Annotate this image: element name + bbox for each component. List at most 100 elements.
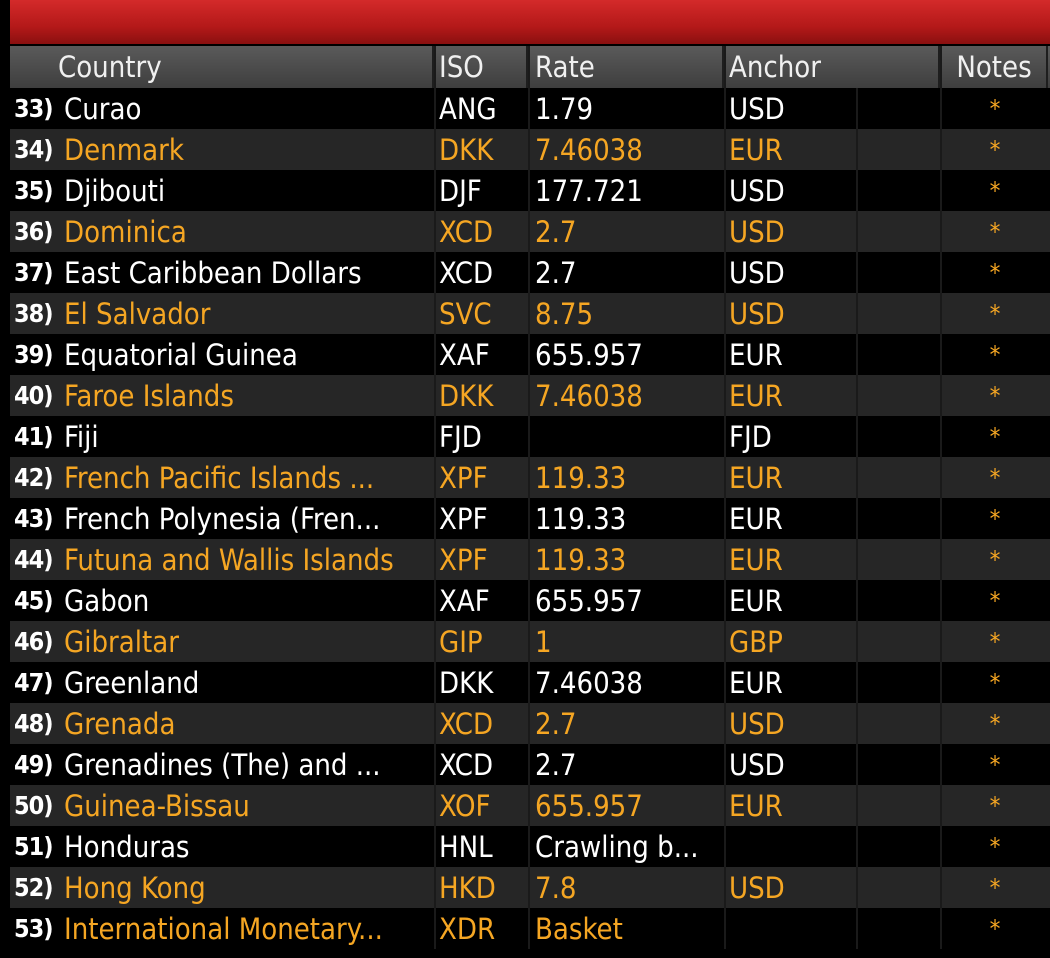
notes-cell[interactable]: * — [940, 580, 1048, 621]
asterisk-icon[interactable]: * — [989, 545, 1001, 574]
notes-cell[interactable]: * — [940, 826, 1048, 867]
asterisk-icon[interactable]: * — [989, 258, 1001, 287]
column-header-notes[interactable]: Notes — [940, 46, 1048, 88]
notes-cell[interactable]: * — [940, 867, 1048, 908]
table-row[interactable]: 41) Fiji FJD FJD * — [10, 416, 1050, 457]
asterisk-icon[interactable]: * — [989, 94, 1001, 123]
asterisk-icon[interactable]: * — [989, 217, 1001, 246]
table-row[interactable]: 53) International Monetary... XDR Basket * — [10, 908, 1050, 949]
asterisk-icon[interactable]: * — [989, 463, 1001, 492]
country-cell[interactable]: 45) Gabon — [10, 584, 434, 618]
notes-cell[interactable]: * — [940, 539, 1048, 580]
country-cell[interactable]: 50) Guinea-Bissau — [10, 789, 434, 823]
table-row[interactable]: 34) Denmark DKK 7.46038 EUR * — [10, 129, 1050, 170]
country-cell[interactable]: 36) Dominica — [10, 215, 434, 249]
country-name: Equatorial Guinea — [64, 337, 298, 372]
notes-cell[interactable]: * — [940, 170, 1048, 211]
notes-cell[interactable]: * — [940, 375, 1048, 416]
country-cell[interactable]: 52) Hong Kong — [10, 871, 434, 905]
column-header-rate[interactable]: Rate — [528, 46, 724, 88]
country-cell[interactable]: 48) Grenada — [10, 707, 434, 741]
notes-cell[interactable]: * — [940, 88, 1048, 129]
asterisk-icon[interactable]: * — [989, 750, 1001, 779]
column-header-anchor[interactable]: Anchor — [724, 46, 940, 88]
notes-cell[interactable]: * — [940, 662, 1048, 703]
country-cell[interactable]: 38) El Salvador — [10, 297, 434, 331]
column-header-country[interactable]: Country — [10, 46, 434, 88]
table-row[interactable]: 45) Gabon XAF 655.957 EUR * — [10, 580, 1050, 621]
table-row[interactable]: 33) Curao ANG 1.79 USD * — [10, 88, 1050, 129]
country-cell[interactable]: 49) Grenadines (The) and ... — [10, 748, 434, 782]
asterisk-icon[interactable]: * — [989, 422, 1001, 451]
notes-cell[interactable]: * — [940, 416, 1048, 457]
column-divider — [856, 908, 858, 949]
table-row[interactable]: 46) Gibraltar GIP 1 GBP * — [10, 621, 1050, 662]
asterisk-icon[interactable]: * — [989, 627, 1001, 656]
table-row[interactable]: 37) East Caribbean Dollars XCD 2.7 USD * — [10, 252, 1050, 293]
table-row[interactable]: 42) French Pacific Islands ... XPF 119.33 EU… — [10, 457, 1050, 498]
notes-cell[interactable]: * — [940, 744, 1048, 785]
asterisk-icon[interactable]: * — [989, 791, 1001, 820]
asterisk-icon[interactable]: * — [989, 135, 1001, 164]
notes-cell[interactable]: * — [940, 252, 1048, 293]
country-cell[interactable]: 53) International Monetary... — [10, 912, 434, 946]
table-row[interactable]: 51) Honduras HNL Crawling b... * — [10, 826, 1050, 867]
notes-cell[interactable]: * — [940, 129, 1048, 170]
asterisk-icon[interactable]: * — [989, 709, 1001, 738]
country-cell[interactable]: 46) Gibraltar — [10, 625, 434, 659]
asterisk-icon[interactable]: * — [989, 832, 1001, 861]
country-cell[interactable]: 40) Faroe Islands — [10, 379, 434, 413]
notes-cell[interactable]: * — [940, 498, 1048, 539]
asterisk-icon[interactable]: * — [989, 504, 1001, 533]
notes-cell[interactable]: * — [940, 457, 1048, 498]
table-row[interactable]: 40) Faroe Islands DKK 7.46038 EUR * — [10, 375, 1050, 416]
country-cell[interactable]: 39) Equatorial Guinea — [10, 338, 434, 372]
column-header-iso[interactable]: ISO — [434, 46, 528, 88]
country-cell[interactable]: 44) Futuna and Wallis Islands — [10, 543, 434, 577]
column-divider — [856, 252, 858, 293]
table-row[interactable]: 49) Grenadines (The) and ... XCD 2.7 USD * — [10, 744, 1050, 785]
column-divider — [856, 662, 858, 703]
notes-cell[interactable]: * — [940, 785, 1048, 826]
country-cell[interactable]: 51) Honduras — [10, 830, 434, 864]
asterisk-icon[interactable]: * — [989, 668, 1001, 697]
asterisk-icon[interactable]: * — [989, 873, 1001, 902]
notes-cell[interactable]: * — [940, 293, 1048, 334]
country-cell[interactable]: 43) French Polynesia (Fren... — [10, 502, 434, 536]
table-row[interactable]: 44) Futuna and Wallis Islands XPF 119.33 EUR… — [10, 539, 1050, 580]
notes-cell[interactable]: * — [940, 211, 1048, 252]
table-row[interactable]: 43) French Polynesia (Fren... XPF 119.33 EUR… — [10, 498, 1050, 539]
table-row[interactable]: 36) Dominica XCD 2.7 USD * — [10, 211, 1050, 252]
notes-cell[interactable]: * — [940, 334, 1048, 375]
table-row[interactable]: 35) Djibouti DJF 177.721 USD * — [10, 170, 1050, 211]
country-cell[interactable]: 34) Denmark — [10, 133, 434, 167]
country-cell[interactable]: 35) Djibouti — [10, 174, 434, 208]
country-cell[interactable]: 47) Greenland — [10, 666, 434, 700]
table-row[interactable]: 50) Guinea-Bissau XOF 655.957 EUR * — [10, 785, 1050, 826]
row-number: 35) — [14, 176, 54, 205]
row-number: 41) — [14, 422, 54, 451]
iso-cell: XDR — [434, 908, 528, 949]
asterisk-icon[interactable]: * — [989, 914, 1001, 943]
asterisk-icon[interactable]: * — [989, 340, 1001, 369]
notes-cell[interactable]: * — [940, 621, 1048, 662]
asterisk-icon[interactable]: * — [989, 176, 1001, 205]
anchor-cell: EUR — [724, 580, 940, 621]
row-number: 46) — [14, 627, 54, 656]
asterisk-icon[interactable]: * — [989, 381, 1001, 410]
country-cell[interactable]: 33) Curao — [10, 92, 434, 126]
row-number: 39) — [14, 340, 54, 369]
asterisk-icon[interactable]: * — [989, 299, 1001, 328]
notes-cell[interactable]: * — [940, 908, 1048, 949]
table-row[interactable]: 52) Hong Kong HKD 7.8 USD * — [10, 867, 1050, 908]
country-cell[interactable]: 42) French Pacific Islands ... — [10, 461, 434, 495]
notes-cell[interactable]: * — [940, 703, 1048, 744]
rate-cell: 2.7 — [528, 703, 724, 744]
table-row[interactable]: 47) Greenland DKK 7.46038 EUR * — [10, 662, 1050, 703]
asterisk-icon[interactable]: * — [989, 586, 1001, 615]
country-cell[interactable]: 37) East Caribbean Dollars — [10, 256, 434, 290]
table-row[interactable]: 38) El Salvador SVC 8.75 USD * — [10, 293, 1050, 334]
table-row[interactable]: 48) Grenada XCD 2.7 USD * — [10, 703, 1050, 744]
country-cell[interactable]: 41) Fiji — [10, 420, 434, 454]
table-row[interactable]: 39) Equatorial Guinea XAF 655.957 EUR * — [10, 334, 1050, 375]
